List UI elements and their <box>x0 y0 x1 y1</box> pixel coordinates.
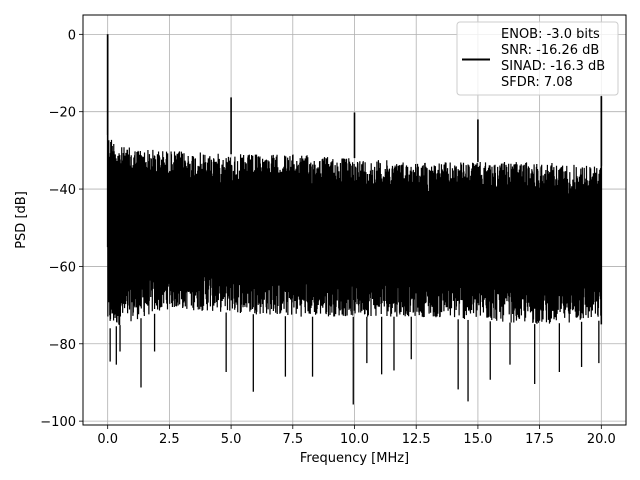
y-tick-label: −20 <box>49 106 76 121</box>
y-axis-label: PSD [dB] <box>14 191 29 249</box>
noise-trace <box>107 139 602 325</box>
x-tick-label: 2.5 <box>159 432 180 447</box>
x-tick-label: 7.5 <box>282 432 303 447</box>
psd-trace <box>106 34 603 405</box>
legend-entry-line: ENOB: -3.0 bits <box>501 27 600 42</box>
x-tick-label: 20.0 <box>587 432 616 447</box>
x-tick-label: 10.0 <box>340 432 369 447</box>
x-tick-label: 0.0 <box>97 432 118 447</box>
x-tick-label: 15.0 <box>463 432 492 447</box>
y-tick-label: −100 <box>40 415 76 430</box>
x-ticks: 0.0 2.5 5.0 7.5 10.0 12.5 15.0 17.5 20.0 <box>97 425 616 447</box>
y-ticks: 0 −20 −40 −60 −80 −100 <box>40 28 83 430</box>
y-tick-label: −80 <box>49 338 76 353</box>
legend-entry-line: SNR: -16.26 dB <box>501 43 599 58</box>
y-tick-label: −60 <box>49 260 76 275</box>
x-tick-label: 5.0 <box>221 432 242 447</box>
legend-entry-line: SINAD: -16.3 dB <box>501 59 605 74</box>
legend-box <box>456 21 619 96</box>
x-axis-label: Frequency [MHz] <box>300 451 409 466</box>
y-tick-label: −40 <box>49 183 76 198</box>
legend-entry-line: SFDR: 7.08 <box>501 75 573 90</box>
y-tick-label: 0 <box>68 28 76 43</box>
x-tick-label: 12.5 <box>402 432 431 447</box>
x-tick-label: 17.5 <box>525 432 554 447</box>
